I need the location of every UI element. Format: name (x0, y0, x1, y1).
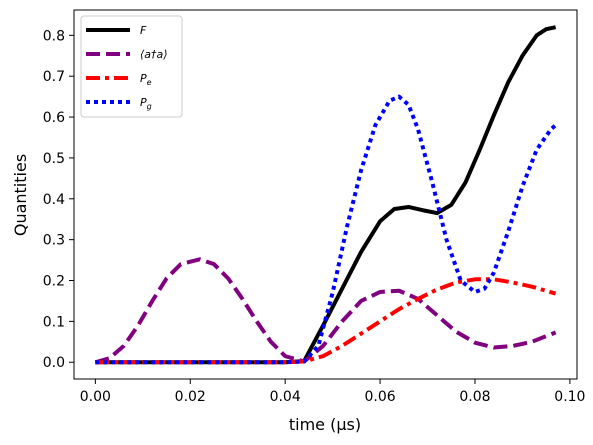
series-line-0 (95, 25, 557, 365)
y-tick-label: 0.4 (43, 192, 65, 208)
y-tick-label: 0.7 (43, 69, 65, 85)
legend-label-0: F (140, 24, 147, 37)
x-tick-label: 0.06 (364, 389, 395, 405)
y-tick-label: 0.2 (43, 274, 65, 290)
y-tick-label: 0.3 (43, 233, 65, 249)
y-tick-label: 0.5 (43, 151, 65, 167)
legend-box (80, 15, 183, 118)
x-tick-label: 0.00 (80, 389, 111, 405)
x-axis: 0.00 0.02 0.04 0.06 0.08 0.10 (80, 379, 585, 405)
legend-label-3: Pg (140, 96, 152, 111)
series-line-1 (94, 257, 557, 365)
legend-label-1: ⟨a†a⟩ (140, 48, 168, 61)
series-layer (94, 25, 557, 365)
x-axis-label: time (μs) (289, 415, 361, 434)
series-line-3 (95, 94, 557, 365)
legend-label-2: Pe (140, 72, 152, 87)
x-tick-label: 0.10 (554, 389, 585, 405)
series-line-2 (95, 277, 557, 365)
x-tick-label: 0.02 (175, 389, 206, 405)
x-tick-label: 0.04 (270, 389, 301, 405)
y-tick-label: 0.6 (43, 110, 65, 126)
x-tick-label: 0.08 (459, 389, 490, 405)
y-tick-label: 0.1 (43, 314, 65, 330)
y-axis: 0.0 0.1 0.2 0.3 0.4 0.5 0.6 0.7 0.8 (43, 28, 74, 371)
y-axis-label: Quantities (11, 154, 30, 236)
legend: F ⟨a†a⟩ Pe Pg (80, 15, 183, 118)
y-tick-label: 0.8 (43, 28, 65, 44)
y-tick-label: 0.0 (43, 355, 65, 371)
